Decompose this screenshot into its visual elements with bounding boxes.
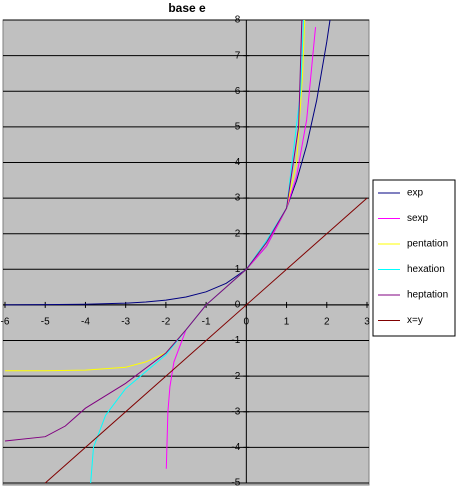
series-line <box>4 20 331 306</box>
x-tick-label: 2 <box>324 317 330 328</box>
chart-title: base e <box>168 1 206 15</box>
legend-label: hexation <box>407 264 445 275</box>
y-tick-label: 5 <box>235 121 241 132</box>
legend <box>372 179 456 337</box>
y-tick-label: -3 <box>231 406 240 417</box>
x-tick-label: -5 <box>41 317 50 328</box>
legend-label: pentation <box>407 239 448 250</box>
y-tick-label: 3 <box>235 193 241 204</box>
y-tick-label: 7 <box>235 50 241 61</box>
legend-label: heptation <box>407 290 448 301</box>
plot-area <box>2 19 370 486</box>
x-tick-label: -6 <box>1 317 10 328</box>
y-tick-label: 6 <box>235 86 241 97</box>
series-line <box>4 20 303 442</box>
y-tick-label: -2 <box>231 371 240 382</box>
legend-label: x=y <box>407 315 423 326</box>
y-tick-label: -1 <box>231 335 240 346</box>
x-tick-label: -4 <box>81 317 90 328</box>
y-tick-label: 8 <box>235 15 241 26</box>
x-tick-label: -1 <box>202 317 211 328</box>
x-tick-label: 1 <box>284 317 290 328</box>
x-tick-label: -3 <box>121 317 130 328</box>
y-tick-label: -5 <box>231 478 240 488</box>
y-tick-label: 1 <box>235 264 241 275</box>
y-tick-label: 2 <box>235 228 241 239</box>
x-tick-label: -2 <box>161 317 170 328</box>
legend-label: exp <box>407 188 424 199</box>
x-tick-label: 3 <box>364 317 370 328</box>
y-tick-label: -4 <box>231 442 240 453</box>
series-line <box>44 197 368 484</box>
legend-label: sexp <box>407 213 429 224</box>
y-tick-label: 4 <box>235 157 241 168</box>
